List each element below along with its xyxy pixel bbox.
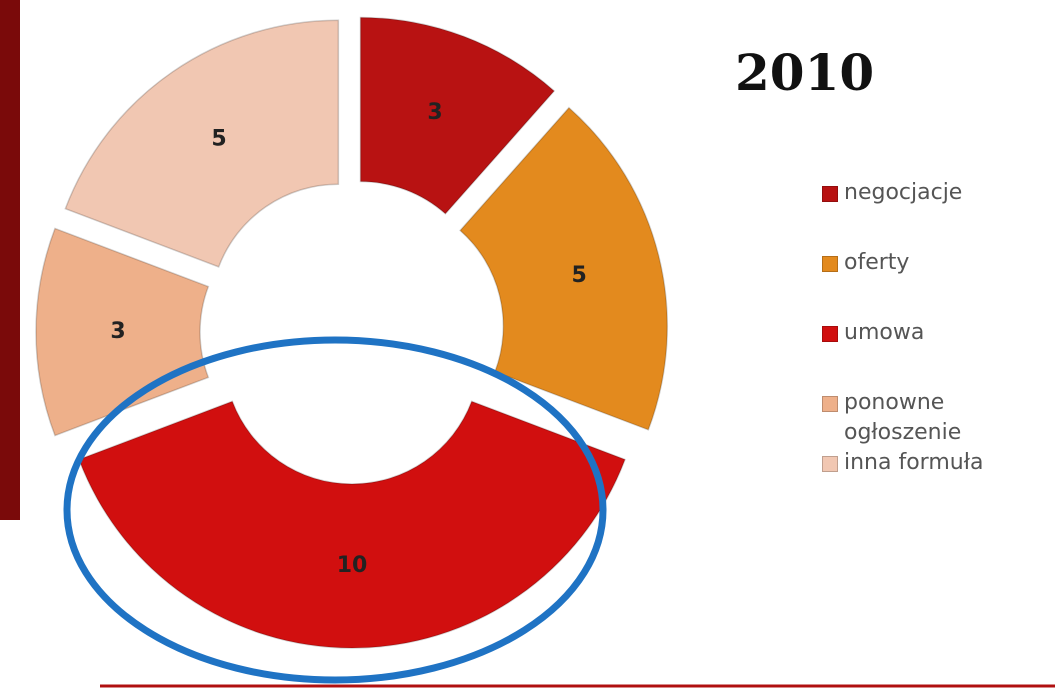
- donut-segment: [64, 19, 340, 268]
- data-label: 10: [337, 553, 368, 578]
- data-label: 3: [427, 100, 442, 125]
- donut-segment: [78, 400, 626, 649]
- legend-label: oferty: [844, 250, 910, 275]
- legend-label: negocjacje: [844, 180, 963, 205]
- donut-segment: [459, 106, 668, 431]
- data-label: 3: [110, 319, 125, 344]
- chart-title: 2010: [735, 43, 874, 102]
- legend-item: oferty: [822, 248, 1054, 278]
- side-bar: [0, 0, 20, 520]
- donut-segment: [359, 16, 556, 215]
- legend-swatch: [822, 186, 838, 202]
- legend-swatch: [822, 256, 838, 272]
- legend-label: inna formuła: [844, 450, 984, 475]
- legend: negocjacje oferty umowa ponowne ogłoszenie i…: [822, 178, 1054, 518]
- donut: 3 5 10 3 5: [35, 16, 668, 649]
- data-label: 5: [211, 126, 226, 151]
- legend-item: inna formuła: [822, 448, 1054, 478]
- legend-swatch: [822, 456, 838, 472]
- legend-label: ponowne ogłoszenie: [844, 390, 962, 445]
- legend-item: ponowne ogłoszenie: [822, 388, 1054, 448]
- legend-item: umowa: [822, 318, 1054, 348]
- legend-label: umowa: [844, 320, 925, 345]
- donut-segment: [35, 227, 210, 437]
- legend-item: negocjacje: [822, 178, 1054, 208]
- legend-swatch: [822, 396, 838, 412]
- legend-swatch: [822, 326, 838, 342]
- highlight-ellipse: [63, 336, 607, 684]
- data-label: 5: [572, 263, 587, 288]
